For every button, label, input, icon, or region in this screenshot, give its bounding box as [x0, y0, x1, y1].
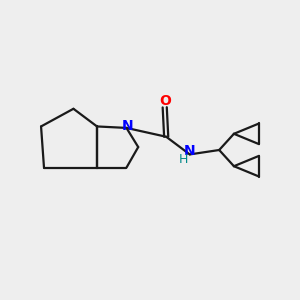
Text: N: N — [122, 119, 134, 134]
Text: H: H — [178, 153, 188, 166]
Text: O: O — [159, 94, 171, 108]
Text: N: N — [184, 145, 196, 158]
